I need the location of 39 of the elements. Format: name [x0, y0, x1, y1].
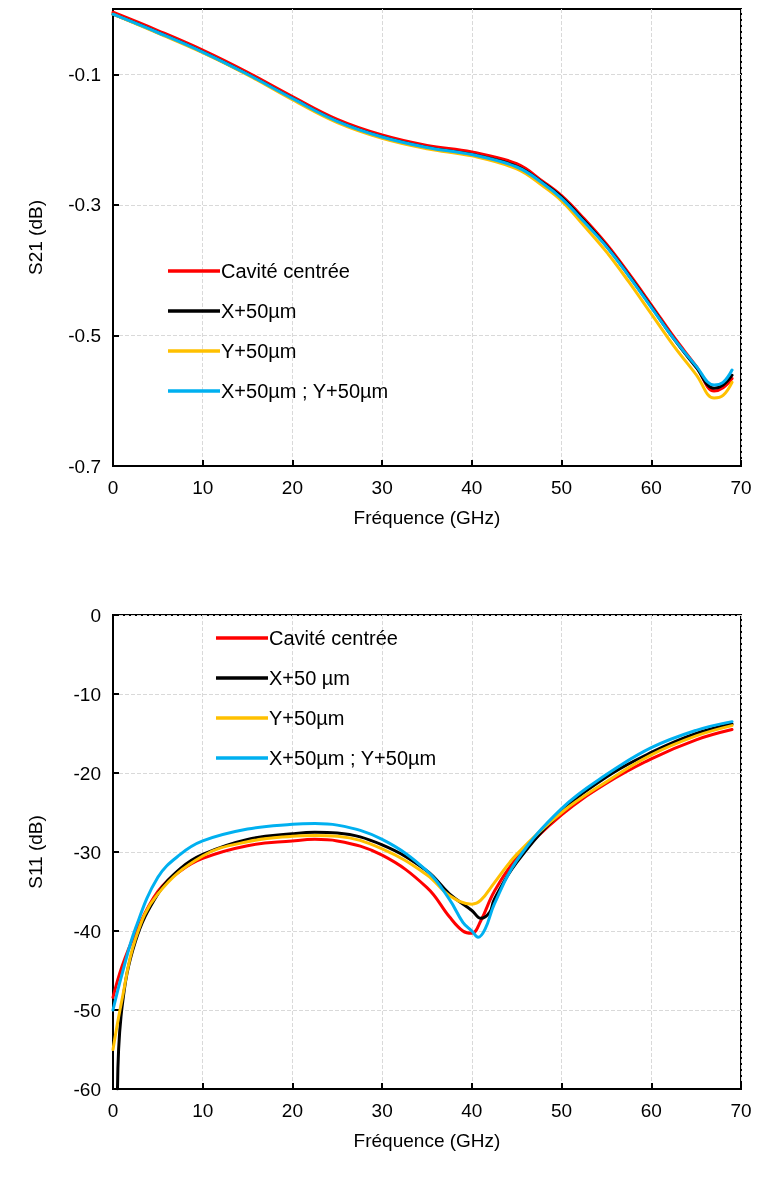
y-tick-label: -0.3 — [68, 194, 101, 216]
legend-label: X+50µm — [221, 300, 297, 322]
x-tick-label: 20 — [281, 477, 303, 498]
x-tick-label: 60 — [640, 1100, 662, 1121]
y-tick-label: -0.7 — [68, 455, 101, 477]
legend-label: X+50 µm — [269, 667, 351, 689]
y-tick-label: -20 — [73, 762, 101, 784]
legend-label: Y+50µm — [269, 707, 345, 729]
legend-label: X+50µm ; Y+50µm — [221, 380, 389, 402]
y-tick-label: -50 — [73, 999, 101, 1021]
x-tick-label: 30 — [371, 477, 393, 498]
x-tick-label: 70 — [730, 477, 752, 498]
y-tick-label: -0.1 — [68, 63, 101, 85]
x-tick-label: 10 — [192, 477, 214, 498]
legend-label: Y+50µm — [221, 340, 297, 362]
x-tick-label: 10 — [192, 1100, 214, 1121]
y-tick-label: -30 — [73, 841, 101, 863]
x-tick-label: 40 — [461, 477, 483, 498]
x-tick-label: 20 — [281, 1100, 303, 1121]
x-tick-label: 40 — [461, 1100, 483, 1121]
x-tick-label: 0 — [107, 477, 119, 498]
legend-label: Cavité centrée — [221, 260, 350, 282]
x-tick-label: 50 — [551, 1100, 573, 1121]
x-tick-label: 30 — [371, 1100, 393, 1121]
legend-label: X+50µm ; Y+50µm — [269, 747, 437, 769]
y-tick-label: -0.5 — [68, 324, 101, 346]
x-axis-title: Fréquence (GHz) — [353, 1130, 501, 1151]
x-axis-title: Fréquence (GHz) — [353, 507, 501, 528]
x-tick-label: 50 — [551, 477, 573, 498]
y-tick-label: -60 — [73, 1078, 101, 1100]
x-tick-label: 60 — [640, 477, 662, 498]
x-tick-label: 70 — [730, 1100, 752, 1121]
y-axis-title: S11 (dB) — [25, 815, 46, 889]
y-axis-title: S21 (dB) — [25, 200, 46, 275]
y-tick-label: 0 — [90, 604, 101, 626]
y-tick-label: -10 — [73, 683, 101, 705]
y-tick-label: -40 — [73, 920, 101, 942]
x-tick-label: 0 — [107, 1100, 119, 1121]
legend-label: Cavité centrée — [269, 627, 398, 649]
